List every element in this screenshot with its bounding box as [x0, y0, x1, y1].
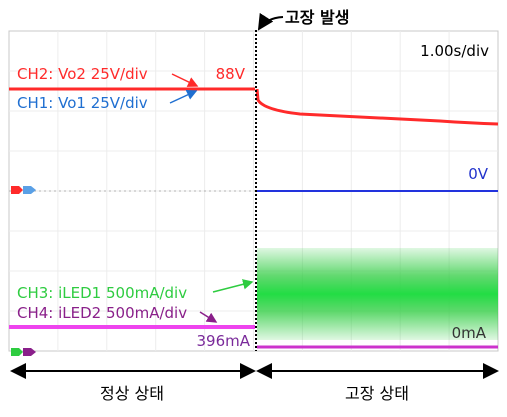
normal-region-label: 정상 상태: [100, 384, 164, 403]
ch3-pointer-arrow: [212, 279, 254, 293]
ch1-zero-label: 0V: [468, 165, 489, 183]
fault-region-label: 고장 상태: [345, 384, 409, 403]
event-label: 고장 발생: [285, 8, 349, 27]
ch4-zero-label: 0mA: [452, 324, 487, 342]
ch1-pointer-arrow: [169, 90, 198, 104]
ch3-label: CH3: iLED1 500mA/div: [17, 284, 187, 302]
ch3-trace-band: [257, 248, 498, 340]
ch4-label: CH4: iLED2 500mA/div: [17, 304, 187, 322]
ch4-value-label: 396mA: [196, 332, 250, 350]
ch1-label: CH1: Vo1 25V/div: [17, 94, 148, 112]
timebase-label: 1.00s/div: [420, 42, 489, 60]
ch2-value-label: 88V: [216, 65, 246, 83]
ch2-marker-icon: [11, 186, 23, 194]
ch2-trace-after: [255, 88, 499, 126]
ch3-marker-icon: [11, 348, 23, 356]
ch1-marker-icon: [23, 186, 36, 194]
ch2-label: CH2: Vo2 25V/div: [17, 65, 148, 83]
ch4-marker-icon: [23, 348, 36, 356]
ch2-pointer-arrow: [171, 73, 199, 87]
event-arrow: [257, 12, 284, 31]
ch4-pointer-arrow: [199, 311, 218, 323]
